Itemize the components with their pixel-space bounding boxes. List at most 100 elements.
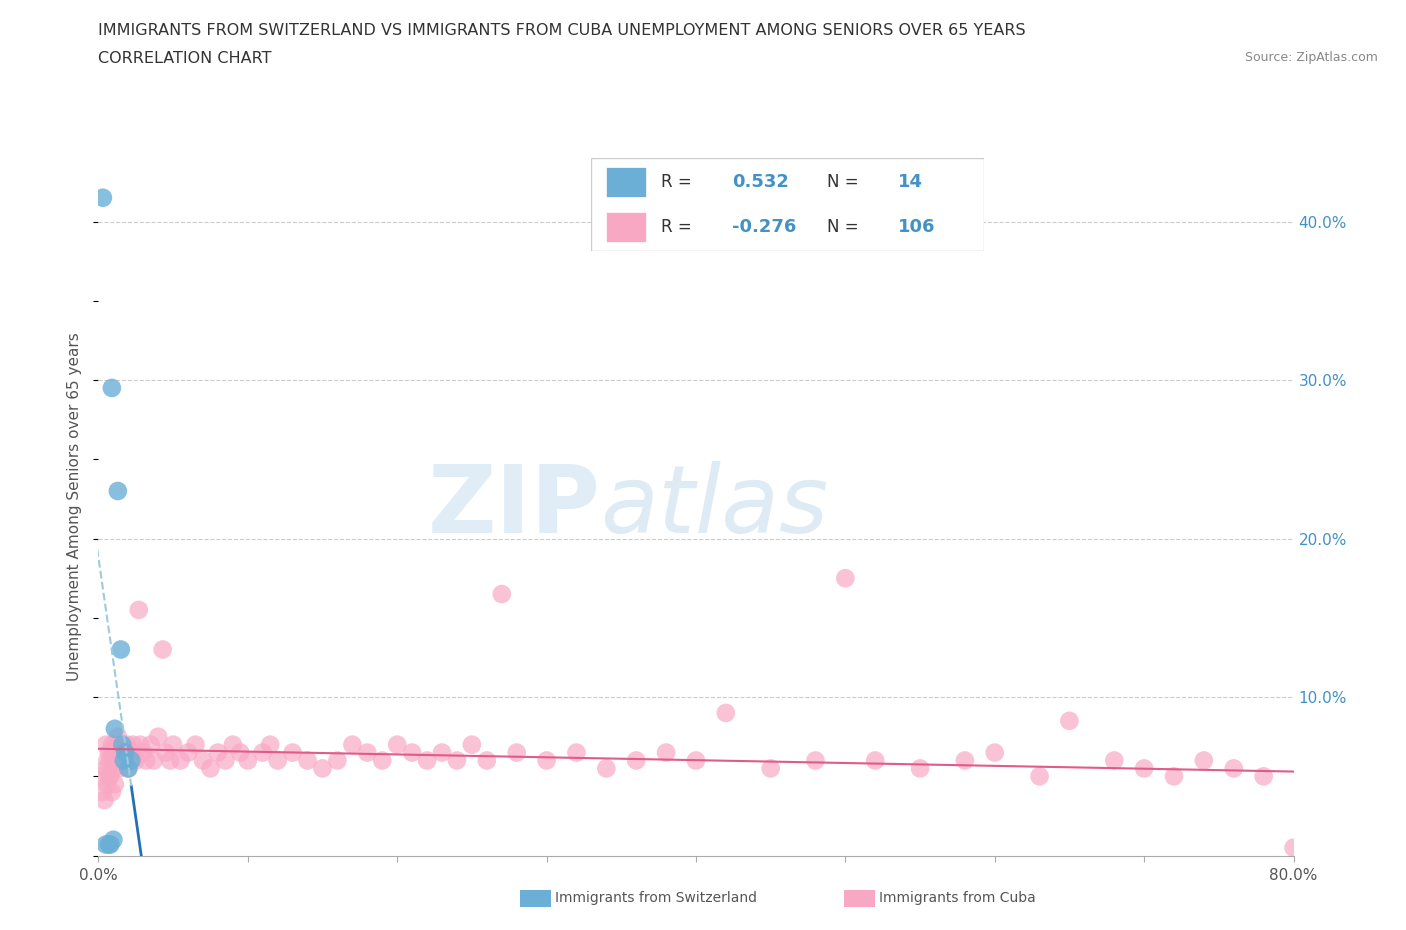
Point — [461, 737, 484, 752]
Point — [132, 745, 155, 760]
Point — [1028, 769, 1050, 784]
Point — [595, 761, 617, 776]
Point — [110, 642, 132, 657]
Point — [565, 745, 588, 760]
Point — [91, 191, 114, 206]
Point — [714, 706, 737, 721]
Point — [94, 837, 117, 852]
Point — [834, 571, 856, 586]
Point — [112, 745, 135, 760]
Point — [385, 737, 409, 752]
FancyBboxPatch shape — [606, 167, 645, 197]
Point — [191, 753, 214, 768]
Point — [259, 737, 281, 752]
Point — [984, 745, 1007, 760]
Point — [214, 753, 236, 768]
Point — [655, 745, 678, 760]
Point — [110, 737, 132, 752]
Point — [759, 761, 782, 776]
Point — [96, 753, 118, 768]
Point — [135, 753, 157, 768]
Point — [101, 785, 124, 800]
Point — [229, 745, 252, 760]
Point — [104, 722, 127, 737]
Point — [1104, 753, 1126, 768]
Point — [155, 745, 177, 760]
Point — [103, 832, 125, 847]
Point — [281, 745, 304, 760]
Point — [506, 745, 529, 760]
Text: -0.276: -0.276 — [733, 218, 797, 236]
Point — [112, 753, 135, 768]
Point — [401, 745, 423, 760]
Point — [125, 753, 148, 768]
Point — [129, 737, 152, 752]
Point — [104, 737, 127, 752]
Point — [111, 753, 134, 768]
Point — [446, 753, 468, 768]
Point — [177, 745, 200, 760]
Point — [626, 753, 648, 768]
Point — [97, 745, 120, 760]
Point — [371, 753, 394, 768]
Point — [117, 761, 139, 776]
Point — [120, 745, 142, 760]
Text: CORRELATION CHART: CORRELATION CHART — [98, 51, 271, 66]
Point — [475, 753, 498, 768]
Point — [111, 737, 134, 752]
Point — [169, 753, 191, 768]
Point — [94, 737, 117, 752]
Point — [121, 737, 143, 752]
Point — [222, 737, 245, 752]
Point — [108, 761, 131, 776]
Text: R =: R = — [661, 173, 692, 192]
Text: 106: 106 — [897, 218, 935, 236]
Point — [128, 603, 150, 618]
Y-axis label: Unemployment Among Seniors over 65 years: Unemployment Among Seniors over 65 years — [67, 333, 83, 681]
Point — [236, 753, 259, 768]
Point — [356, 745, 378, 760]
Point — [90, 769, 112, 784]
Point — [326, 753, 349, 768]
Text: 0.532: 0.532 — [733, 173, 789, 192]
Text: Source: ZipAtlas.com: Source: ZipAtlas.com — [1244, 51, 1378, 64]
Point — [430, 745, 453, 760]
Point — [342, 737, 364, 752]
Point — [120, 753, 142, 768]
Point — [101, 380, 124, 395]
Point — [297, 753, 319, 768]
Point — [953, 753, 976, 768]
Point — [252, 745, 274, 760]
Point — [1163, 769, 1185, 784]
Text: R =: R = — [661, 218, 692, 236]
FancyBboxPatch shape — [591, 158, 984, 251]
Point — [200, 761, 222, 776]
Point — [416, 753, 439, 768]
Point — [1192, 753, 1215, 768]
Point — [142, 753, 165, 768]
Point — [114, 745, 136, 760]
Point — [1312, 769, 1334, 784]
Point — [115, 737, 138, 752]
Point — [1223, 761, 1246, 776]
Point — [908, 761, 931, 776]
Point — [96, 777, 118, 791]
Point — [207, 745, 229, 760]
Point — [103, 761, 125, 776]
Point — [804, 753, 827, 768]
Point — [311, 761, 333, 776]
Text: Immigrants from Cuba: Immigrants from Cuba — [879, 891, 1035, 906]
Point — [104, 777, 127, 791]
Text: N =: N = — [827, 173, 858, 192]
Text: Immigrants from Switzerland: Immigrants from Switzerland — [555, 891, 758, 906]
Point — [162, 737, 184, 752]
Point — [1282, 840, 1305, 855]
Point — [100, 837, 122, 852]
Text: ZIP: ZIP — [427, 461, 600, 552]
Point — [107, 484, 129, 498]
Point — [107, 729, 129, 744]
Point — [105, 753, 128, 768]
Point — [1253, 769, 1275, 784]
Point — [491, 587, 513, 602]
Point — [1059, 713, 1081, 728]
